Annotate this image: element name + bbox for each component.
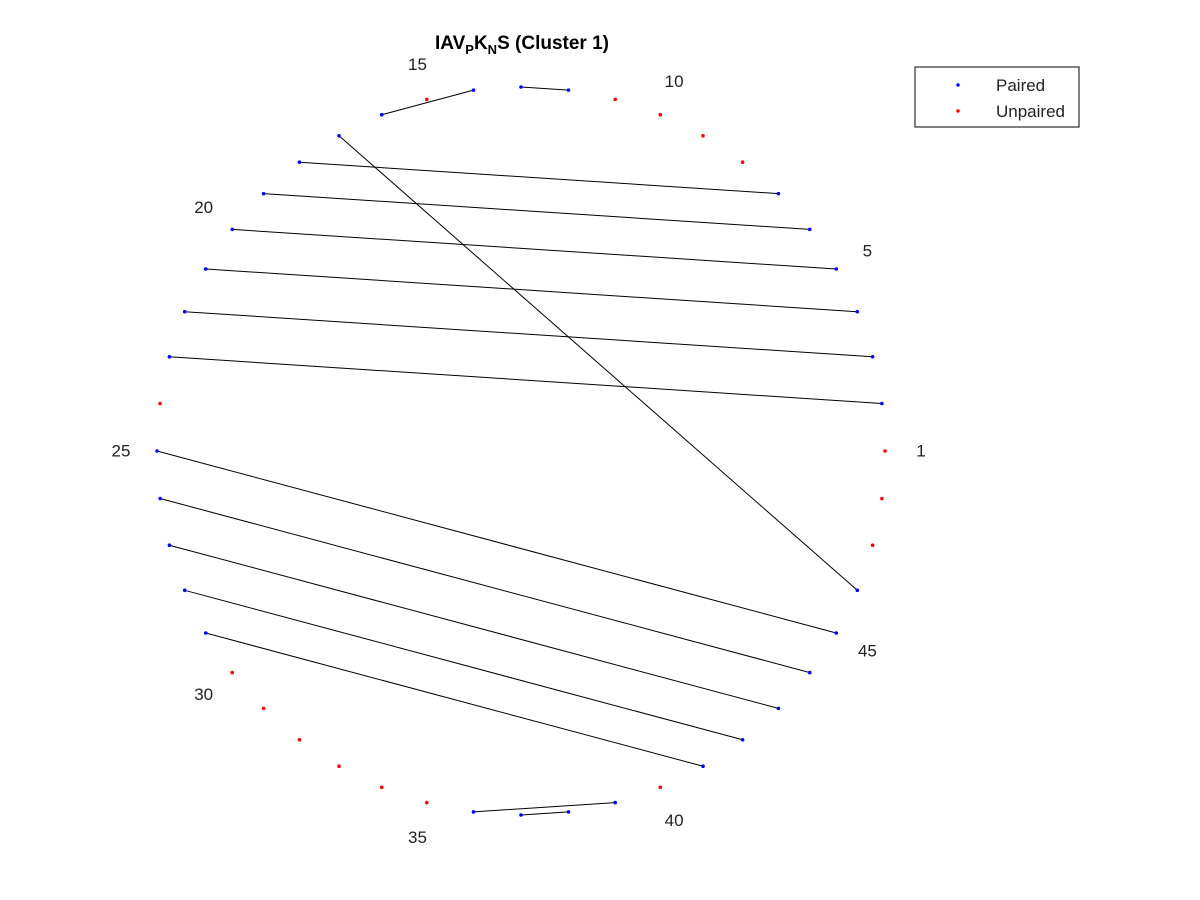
paired-point-45 [834, 631, 839, 635]
unpaired-point-30 [230, 670, 235, 675]
pair-line-17-46 [338, 135, 858, 591]
position-label-1: 1 [916, 442, 925, 461]
unpaired-point-15 [424, 97, 429, 102]
title-part-4: S (Cluster 1) [497, 33, 609, 54]
paired-point-2 [880, 401, 884, 406]
title-part-1: P [465, 42, 474, 57]
unpaired-point-11 [613, 97, 618, 102]
unpaired-point-33 [337, 764, 341, 769]
paired-point-39 [613, 800, 618, 805]
paired-point-28 [182, 588, 187, 593]
position-label-5: 5 [863, 242, 872, 261]
paired-point-26 [158, 496, 162, 501]
pair-line-37-38 [520, 811, 569, 816]
paired-point-4 [855, 309, 860, 314]
unpaired-point-24 [158, 401, 162, 406]
paired-point-13 [519, 85, 523, 89]
paired-point-36 [471, 810, 476, 814]
pair-line-25-45 [156, 450, 837, 634]
pair-line-36-39 [473, 802, 616, 813]
paired-point-29 [203, 631, 208, 635]
paired-point-5 [834, 267, 839, 271]
pair-line-6-19 [263, 193, 810, 230]
unpaired-point-32 [297, 737, 302, 742]
pair-line-2-23 [169, 356, 882, 404]
legend-label-unpaired: Unpaired [996, 102, 1065, 121]
paired-point-27 [167, 543, 172, 548]
paired-point-42 [740, 737, 745, 742]
pair-line-12-13 [520, 86, 569, 91]
paired-point-21 [203, 267, 208, 271]
paired-point-17 [337, 133, 341, 138]
pair-lines [156, 86, 882, 816]
position-label-20: 20 [194, 198, 213, 217]
paired-point-38 [566, 810, 571, 814]
legend-label-paired: Paired [996, 76, 1045, 95]
pair-line-5-20 [232, 228, 837, 270]
position-label-40: 40 [665, 811, 684, 830]
paired-point-19 [261, 191, 266, 196]
unpaired-point-31 [261, 706, 266, 711]
unpaired-point-35 [424, 800, 429, 805]
unpaired-point-9 [701, 133, 705, 138]
paired-point-6 [807, 227, 812, 232]
pair-line-14-16 [381, 89, 474, 116]
position-label-30: 30 [194, 685, 213, 704]
unpaired-point-34 [379, 785, 384, 790]
title-part-2: K [474, 33, 488, 54]
data-points [155, 85, 887, 817]
chart-title: IAVPKNS (Cluster 1) [435, 33, 609, 57]
pair-line-7-18 [299, 161, 779, 195]
unpaired-point-1 [883, 449, 887, 453]
pair-line-29-41 [205, 632, 704, 767]
title-part-3: N [488, 42, 497, 57]
unpaired-point-40 [658, 785, 663, 790]
pair-line-3-22 [184, 311, 873, 358]
paired-point-41 [701, 764, 705, 769]
paired-point-44 [807, 670, 812, 675]
title-part-0: IAV [435, 33, 466, 54]
paired-point-3 [870, 354, 875, 359]
pair-line-4-21 [205, 268, 858, 313]
pair-line-27-43 [169, 544, 779, 709]
unpaired-point-10 [658, 112, 663, 117]
paired-point-22 [182, 309, 187, 314]
paired-point-7 [776, 191, 781, 196]
paired-point-37 [519, 813, 523, 817]
pair-line-26-44 [159, 498, 810, 674]
unpaired-point-48 [880, 496, 884, 501]
position-label-25: 25 [112, 442, 131, 461]
paired-point-20 [230, 227, 235, 232]
legend: Paired Unpaired [914, 66, 1080, 128]
paired-point-43 [776, 706, 781, 711]
unpaired-point-47 [870, 543, 875, 548]
legend-box [914, 66, 1080, 128]
paired-point-46 [855, 588, 860, 593]
paired-point-23 [167, 354, 172, 359]
pair-line-28-42 [184, 589, 743, 741]
position-label-35: 35 [408, 828, 427, 847]
position-label-45: 45 [858, 642, 877, 661]
position-label-10: 10 [665, 72, 684, 91]
paired-point-12 [566, 88, 571, 92]
paired-point-16 [379, 112, 384, 117]
legend-marker-unpaired [956, 109, 960, 113]
paired-point-18 [297, 160, 302, 165]
unpaired-point-8 [740, 160, 745, 165]
paired-point-25 [155, 449, 159, 453]
paired-point-14 [471, 88, 476, 92]
legend-marker-paired [956, 83, 960, 87]
position-label-15: 15 [408, 55, 427, 74]
